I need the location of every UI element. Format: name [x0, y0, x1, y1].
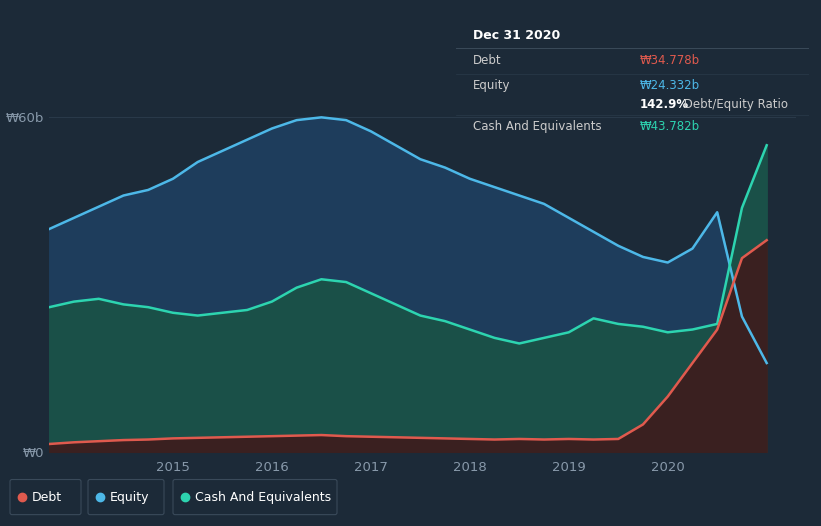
Text: Equity: Equity [110, 491, 149, 503]
Text: Dec 31 2020: Dec 31 2020 [474, 28, 561, 42]
Text: Debt/Equity Ratio: Debt/Equity Ratio [680, 98, 788, 111]
Text: Debt: Debt [474, 54, 502, 67]
Text: ₩34.778b: ₩34.778b [640, 54, 699, 67]
Text: Cash And Equivalents: Cash And Equivalents [474, 120, 602, 133]
Text: Debt: Debt [32, 491, 62, 503]
Text: ₩43.782b: ₩43.782b [640, 120, 699, 133]
Text: 142.9%: 142.9% [640, 98, 688, 111]
Text: Cash And Equivalents: Cash And Equivalents [195, 491, 331, 503]
Text: Equity: Equity [474, 79, 511, 92]
Text: ₩24.332b: ₩24.332b [640, 79, 699, 92]
